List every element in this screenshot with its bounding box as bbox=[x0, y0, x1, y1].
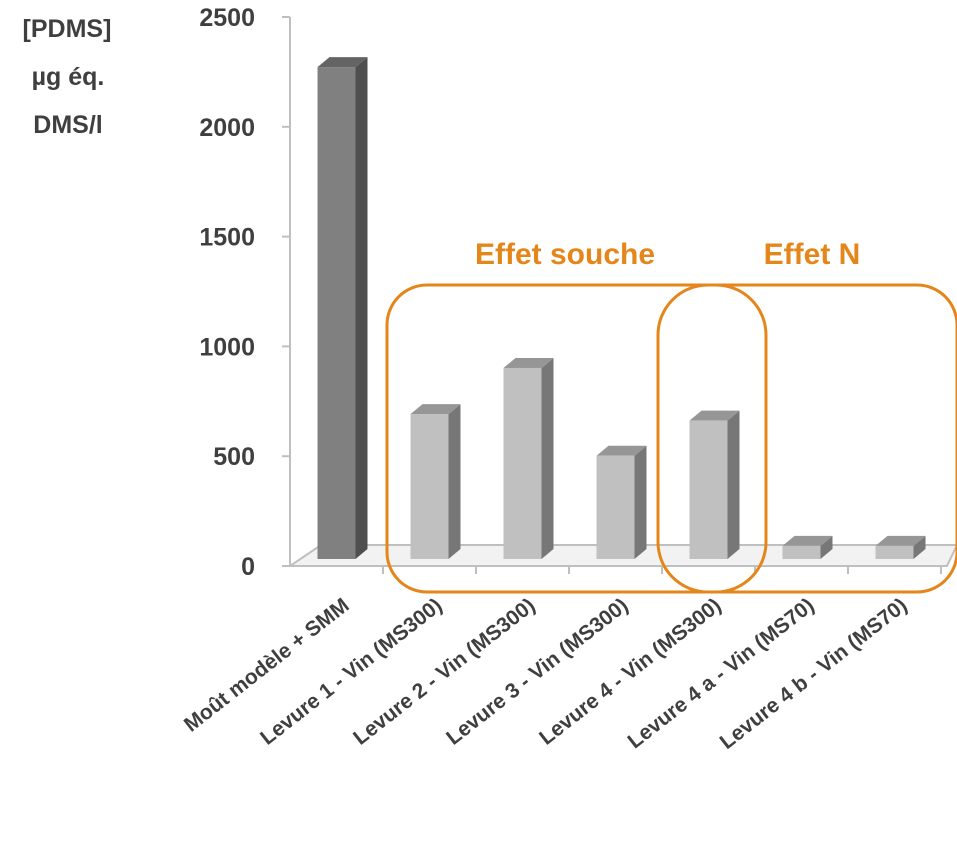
x-tick-label: Moût modèle + SMM bbox=[180, 594, 354, 737]
bar-front bbox=[596, 455, 635, 559]
bar-front bbox=[875, 545, 914, 559]
bar-side bbox=[727, 410, 740, 559]
y-tick-label: 1500 bbox=[199, 224, 255, 252]
bar bbox=[875, 535, 926, 559]
bars bbox=[317, 57, 926, 559]
bar bbox=[410, 404, 461, 559]
x-tick-label: Levure 4 a - Vin (MS70) bbox=[624, 594, 819, 753]
y-tick-label: 1000 bbox=[199, 333, 255, 361]
x-tick-label: Levure 4 b - Vin (MS70) bbox=[716, 594, 912, 754]
bar-side bbox=[355, 57, 368, 559]
bar-top bbox=[689, 410, 740, 421]
y-axis-label-line-2: µg éq. bbox=[32, 63, 105, 91]
bar-top bbox=[503, 357, 554, 368]
bar bbox=[689, 410, 740, 559]
bar bbox=[503, 357, 554, 559]
annotation-effet-n: Effet N bbox=[764, 238, 861, 271]
y-tick-label: 500 bbox=[213, 443, 255, 471]
x-ticks bbox=[382, 566, 942, 574]
bar-top bbox=[782, 535, 833, 546]
bar bbox=[782, 535, 833, 559]
bar-top bbox=[410, 404, 461, 415]
bar-front bbox=[503, 367, 542, 559]
bar-front bbox=[782, 545, 821, 559]
bar bbox=[317, 57, 368, 559]
bar-side bbox=[820, 535, 833, 559]
bar-front bbox=[689, 420, 728, 559]
y-axis-label-line-3: DMS/l bbox=[33, 111, 102, 139]
y-tick-label: 0 bbox=[241, 553, 255, 581]
bar-front bbox=[317, 67, 356, 559]
x-tick-label: Levure 1 - Vin (MS300) bbox=[256, 594, 446, 750]
bar-top bbox=[317, 57, 368, 68]
y-tick-label: 2000 bbox=[199, 114, 255, 142]
annotation-effet-souche: Effet souche bbox=[475, 238, 655, 271]
bar bbox=[596, 445, 647, 559]
bar-top bbox=[596, 445, 647, 456]
bar-side bbox=[634, 445, 647, 559]
effet-souche-outline bbox=[385, 283, 957, 594]
x-tick-label: Levure 3 - Vin (MS300) bbox=[442, 594, 632, 750]
bar-top bbox=[875, 535, 926, 546]
y-ticks: 0 500 1000 1500 2000 2500 bbox=[199, 4, 290, 581]
effet-n-outline bbox=[656, 283, 768, 594]
y-tick-label: 2500 bbox=[199, 4, 255, 32]
x-tick-label: Levure 2 - Vin (MS300) bbox=[349, 594, 539, 750]
bar-front bbox=[410, 414, 449, 559]
bar-side bbox=[913, 535, 926, 559]
bar-side bbox=[541, 357, 554, 559]
y-axis-label-line-1: [PDMS] bbox=[23, 15, 112, 43]
bar-side bbox=[448, 404, 461, 559]
x-tick-label: Levure 4 - Vin (MS300) bbox=[535, 594, 725, 750]
